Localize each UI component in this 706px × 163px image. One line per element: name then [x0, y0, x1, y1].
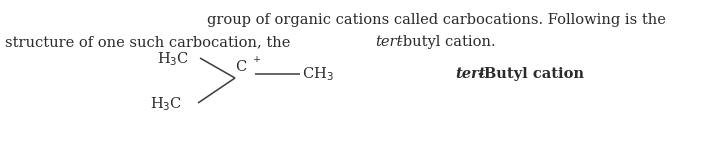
- Text: -butyl cation.: -butyl cation.: [397, 35, 495, 49]
- Text: H$_3$C: H$_3$C: [157, 50, 189, 68]
- Text: tert: tert: [455, 67, 486, 81]
- Text: tert: tert: [376, 35, 403, 49]
- Text: CH$_3$: CH$_3$: [302, 65, 334, 83]
- Text: +: +: [253, 55, 261, 64]
- Text: group of organic cations called carbocations. Following is the: group of organic cations called carbocat…: [207, 13, 666, 27]
- Text: structure of one such carbocation, the: structure of one such carbocation, the: [5, 35, 295, 49]
- Text: -Butyl cation: -Butyl cation: [479, 67, 585, 81]
- Text: C: C: [235, 60, 246, 74]
- Text: H$_3$C: H$_3$C: [150, 95, 182, 113]
